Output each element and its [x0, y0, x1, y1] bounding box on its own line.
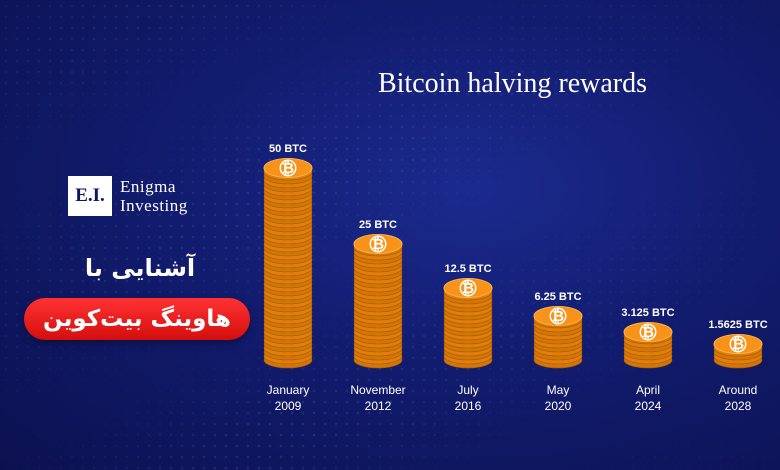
category-label-4-1: 2024: [635, 399, 662, 413]
value-label-5: 1.5625 BTC: [708, 319, 767, 331]
bitcoin-coin-icon-inner: [281, 161, 295, 175]
logo-name-line1: Enigma: [120, 177, 176, 196]
coin-stack-1: ₿: [353, 234, 403, 369]
bitcoin-symbol-icon: ₿: [282, 159, 294, 177]
coin-stack-3: ₿: [533, 306, 583, 369]
logo-mark: E.I.: [68, 176, 112, 216]
persian-topic-pill: هاوینگ بیت‌کوین: [24, 298, 250, 340]
coin-stack-5: ₿: [713, 334, 763, 369]
category-label-1-0: November: [350, 383, 405, 397]
value-label-0: 50 BTC: [269, 143, 307, 155]
category-label-0-0: January: [267, 383, 310, 397]
coin-stack-0: ₿: [263, 158, 313, 369]
value-label-1: 25 BTC: [359, 219, 397, 231]
category-label-3-1: 2020: [545, 399, 572, 413]
brand-logo: E.I. Enigma Investing: [68, 176, 188, 216]
category-label-3-0: May: [547, 383, 570, 397]
bitcoin-symbol-icon: ₿: [462, 279, 474, 297]
bitcoin-coin-icon-inner: [551, 309, 565, 323]
category-label-1-1: 2012: [365, 399, 392, 413]
bitcoin-coin-icon-inner: [371, 237, 385, 251]
value-label-2: 12.5 BTC: [444, 263, 491, 275]
coin-stack-4: ₿: [623, 322, 673, 369]
bitcoin-coin-icon-inner: [641, 325, 655, 339]
bitcoin-coin-icon-inner: [461, 281, 475, 295]
category-label-5-0: Around: [719, 383, 758, 397]
logo-wordmark: Enigma Investing: [120, 177, 188, 215]
category-label-5-1: 2028: [725, 399, 752, 413]
category-label-2-0: July: [457, 383, 478, 397]
value-label-3: 6.25 BTC: [534, 291, 581, 303]
bitcoin-symbol-icon: ₿: [552, 307, 564, 325]
category-label-4-0: April: [636, 383, 660, 397]
bitcoin-symbol-icon: ₿: [642, 323, 654, 341]
value-label-4: 3.125 BTC: [621, 307, 674, 319]
logo-name-line2: Investing: [120, 196, 188, 215]
coin-stack-2: ₿: [443, 278, 493, 369]
persian-topic-text: هاوینگ بیت‌کوین: [43, 306, 231, 332]
category-label-2-1: 2016: [455, 399, 482, 413]
persian-heading: آشنایی با: [84, 254, 196, 282]
chart-title: Bitcoin halving rewards: [377, 68, 648, 99]
bitcoin-symbol-icon: ₿: [372, 235, 384, 253]
bitcoin-coin-icon-inner: [731, 337, 745, 351]
bitcoin-symbol-icon: ₿: [732, 335, 744, 353]
category-label-0-1: 2009: [275, 399, 302, 413]
